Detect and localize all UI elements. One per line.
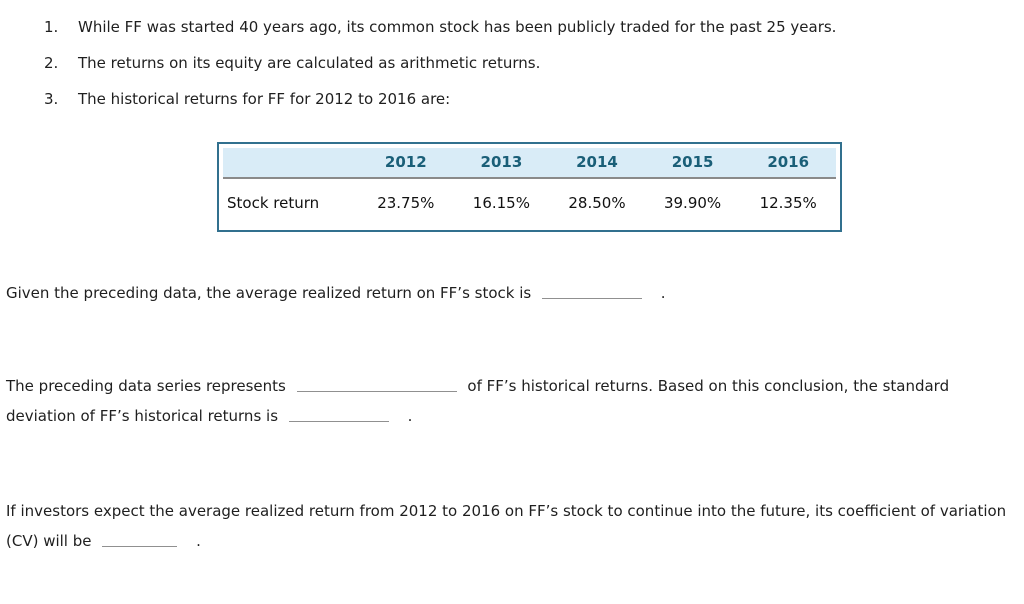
question-std-deviation: The preceding data series represents of …: [6, 371, 1016, 431]
table-row: Stock return 23.75% 16.15% 28.50% 39.90%…: [223, 178, 836, 226]
question-text: .: [660, 284, 666, 302]
answer-blank-std-deviation[interactable]: [288, 406, 389, 422]
question-text: The preceding data series represents: [6, 377, 286, 395]
return-value: 23.75%: [358, 178, 454, 226]
list-item: 2. The returns on its equity are calcula…: [44, 49, 1024, 78]
list-item-number: 1.: [44, 18, 59, 36]
answer-blank-cv[interactable]: [102, 531, 178, 547]
list-item: 1. While FF was started 40 years ago, it…: [44, 13, 1024, 42]
year-header: 2014: [549, 148, 645, 179]
table-corner-cell: [223, 148, 358, 179]
list-item-number: 2.: [44, 54, 59, 72]
answer-blank-average-return[interactable]: [542, 283, 643, 299]
year-header: 2015: [644, 148, 741, 179]
question-coefficient-variation: If investors expect the average realized…: [6, 496, 1016, 556]
question-text: .: [196, 532, 201, 550]
question-average-return: Given the preceding data, the average re…: [6, 278, 1016, 308]
answer-blank-data-series-type[interactable]: [296, 376, 457, 392]
assumptions-list: 1. While FF was started 40 years ago, it…: [44, 13, 1024, 114]
list-item-text: The returns on its equity are calculated…: [78, 54, 541, 72]
return-value: 39.90%: [644, 178, 741, 226]
list-item-number: 3.: [44, 90, 59, 108]
year-header: 2013: [453, 148, 550, 179]
row-label: Stock return: [223, 178, 358, 226]
return-value: 28.50%: [549, 178, 645, 226]
question-text: .: [407, 407, 413, 425]
list-item-text: The historical returns for FF for 2012 t…: [78, 90, 451, 108]
list-item: 3. The historical returns for FF for 201…: [44, 85, 1024, 114]
return-value: 16.15%: [453, 178, 550, 226]
table-header-row: 2012 2013 2014 2015 2016: [223, 148, 836, 179]
returns-table: 2012 2013 2014 2015 2016 Stock return 23…: [223, 148, 836, 226]
returns-table-container: 2012 2013 2014 2015 2016 Stock return 23…: [217, 142, 842, 232]
list-item-text: While FF was started 40 years ago, its c…: [78, 18, 837, 36]
question-text: If investors expect the average realized…: [6, 502, 1007, 550]
return-value: 12.35%: [740, 178, 836, 226]
year-header: 2016: [740, 148, 836, 179]
question-text: of FF’s historical returns. Based on thi…: [6, 377, 950, 425]
question-text: Given the preceding data, the average re…: [6, 284, 532, 302]
year-header: 2012: [358, 148, 454, 179]
